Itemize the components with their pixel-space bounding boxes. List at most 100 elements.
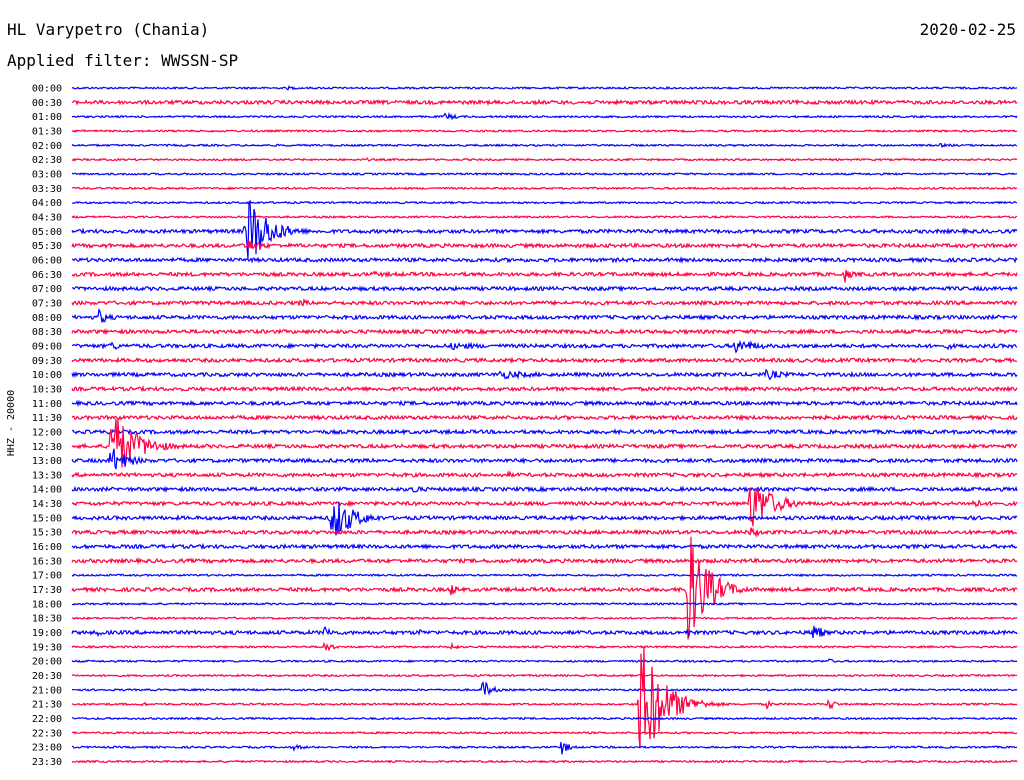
tick-label-0500: 05:00: [32, 227, 62, 238]
tick-label-0230: 02:30: [32, 155, 62, 166]
trace-2130: [71, 645, 1018, 749]
trace-0000: [71, 85, 1018, 91]
trace-2100: [71, 681, 1018, 696]
trace-1800: [72, 601, 1018, 607]
tick-label-1500: 15:00: [32, 513, 62, 524]
tick-label-0100: 01:00: [32, 112, 62, 123]
trace-1130: [71, 413, 1018, 422]
trace-0600: [71, 256, 1018, 264]
tick-label-1300: 13:00: [32, 456, 62, 467]
trace-0430: [71, 214, 1018, 219]
trace-1000: [71, 368, 1018, 381]
trace-0830: [71, 327, 1018, 336]
trace-1030: [71, 384, 1018, 393]
tick-label-0030: 00:30: [32, 98, 62, 109]
trace-0700: [71, 284, 1018, 293]
tick-label-0830: 08:30: [32, 327, 62, 338]
tick-label-1400: 14:00: [32, 485, 62, 496]
tick-label-1900: 19:00: [32, 628, 62, 639]
trace-1300: [71, 448, 1018, 470]
trace-1200: [71, 428, 1018, 436]
trace-0900: [71, 339, 1018, 354]
trace-0030: [71, 98, 1018, 106]
trace-0730: [71, 297, 1018, 307]
time-tick-labels: 00:00 00:30 01:00 01:30 02:00 02:30 03:00 03:30…: [32, 84, 62, 769]
tick-label-1730: 17:30: [32, 585, 62, 596]
trace-1430: [71, 487, 1018, 527]
tick-label-0130: 01:30: [32, 126, 62, 137]
tick-label-1800: 18:00: [32, 599, 62, 610]
tick-label-0900: 09:00: [32, 341, 62, 352]
tick-label-1000: 10:00: [32, 370, 62, 381]
trace-1730: [71, 536, 1018, 640]
trace-0500: [71, 199, 1018, 259]
trace-1600: [71, 542, 1018, 551]
trace-1700: [71, 573, 1018, 578]
trace-2300: [71, 741, 1018, 755]
tick-label-0400: 04:00: [32, 198, 62, 209]
seismic-traces: [71, 85, 1018, 764]
tick-label-2200: 22:00: [32, 714, 62, 725]
trace-0100: [71, 111, 1018, 121]
tick-label-0800: 08:00: [32, 313, 62, 324]
tick-label-1630: 16:30: [32, 556, 62, 567]
tick-label-1930: 19:30: [32, 642, 62, 653]
tick-label-1530: 15:30: [32, 528, 62, 539]
trace-0130: [71, 129, 1018, 133]
tick-label-1330: 13:30: [32, 470, 62, 481]
tick-label-2300: 23:00: [32, 743, 62, 754]
tick-label-0530: 05:30: [32, 241, 62, 252]
trace-2000: [71, 658, 1018, 664]
tick-label-0630: 06:30: [32, 270, 62, 281]
trace-2230: [72, 730, 1018, 735]
trace-1900: [71, 625, 1018, 639]
tick-label-0300: 03:00: [32, 169, 62, 180]
trace-0930: [71, 356, 1018, 365]
trace-1230: [71, 418, 1018, 468]
filter-label: Applied filter: WWSSN-SP: [7, 51, 239, 70]
tick-label-0700: 07:00: [32, 284, 62, 295]
trace-1930: [71, 641, 1018, 652]
trace-2330: [71, 759, 1018, 764]
tick-label-0000: 00:00: [32, 84, 62, 95]
tick-label-1200: 12:00: [32, 427, 62, 438]
y-axis-label: HHZ - 20000: [6, 390, 17, 456]
tick-label-1700: 17:00: [32, 571, 62, 582]
trace-0530: [71, 239, 1018, 252]
tick-label-0200: 02:00: [32, 141, 62, 152]
tick-label-0430: 04:30: [32, 212, 62, 223]
tick-label-0600: 06:00: [32, 255, 62, 266]
tick-label-1030: 10:30: [32, 384, 62, 395]
station-title: HL Varypetro (Chania): [7, 20, 210, 39]
tick-label-1830: 18:30: [32, 614, 62, 625]
trace-0230: [71, 157, 1018, 162]
trace-2200: [72, 716, 1017, 721]
tick-label-2230: 22:30: [32, 728, 62, 739]
tick-label-2100: 21:00: [32, 685, 62, 696]
tick-label-1600: 16:00: [32, 542, 62, 553]
tick-label-2000: 20:00: [32, 657, 62, 668]
tick-label-2130: 21:30: [32, 700, 62, 711]
date-label: 2020-02-25: [919, 20, 1016, 39]
trace-0800: [71, 307, 1018, 323]
trace-0330: [71, 186, 1018, 191]
trace-1830: [71, 616, 1018, 621]
trace-0630: [71, 269, 1018, 283]
trace-1630: [71, 557, 1018, 565]
tick-label-0330: 03:30: [32, 184, 62, 195]
trace-0400: [72, 200, 1018, 205]
trace-1330: [71, 470, 1018, 479]
trace-1530: [71, 527, 1018, 539]
tick-label-2330: 23:30: [32, 757, 62, 768]
trace-1400: [71, 485, 1018, 493]
tick-label-2030: 20:30: [32, 671, 62, 682]
trace-1500: [71, 501, 1018, 536]
trace-0200: [71, 142, 1018, 149]
tick-label-0730: 07:30: [32, 298, 62, 309]
tick-label-1130: 11:30: [32, 413, 62, 424]
tick-label-0930: 09:30: [32, 356, 62, 367]
trace-0300: [71, 171, 1018, 177]
trace-1100: [71, 399, 1018, 408]
trace-2030: [71, 673, 1018, 678]
